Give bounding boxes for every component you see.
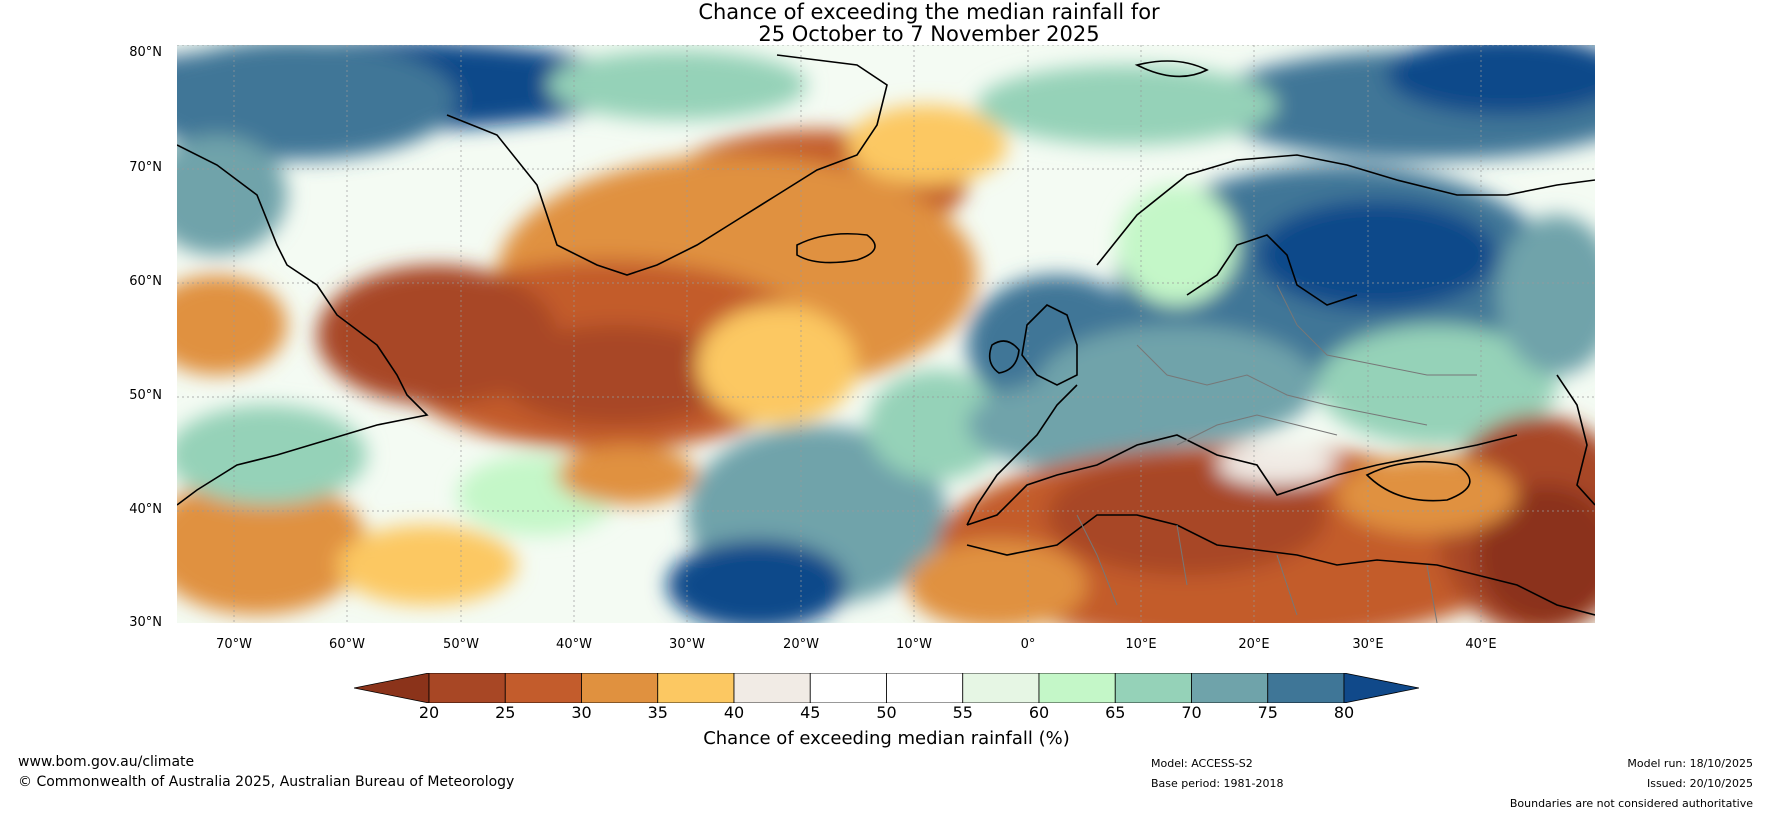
lon-label-50w: 50°W: [443, 637, 479, 652]
colorbar-tick-20: 20: [418, 703, 440, 722]
colorbar-extend-low: [354, 673, 430, 703]
baltic-coast: [1186, 234, 1358, 306]
colorbar-tick-55: 55: [952, 703, 973, 722]
iceland-coast: [796, 232, 876, 264]
footer-base-period: Base period: 1981-2018: [1151, 777, 1284, 790]
lat-label-40n: 40°N: [129, 502, 162, 517]
ireland-coast: [988, 340, 1020, 374]
colorbar-tick-45: 45: [800, 703, 821, 722]
canada-coast: [177, 144, 429, 506]
lat-label-70n: 70°N: [129, 160, 162, 175]
colorbar-segment-25-30: [504, 673, 582, 703]
africa-north-coast: [966, 514, 1595, 616]
lat-label-80n: 80°N: [129, 45, 162, 60]
lon-label-10w: 10°W: [896, 637, 932, 652]
colorbar-tick-50: 50: [876, 703, 897, 722]
lon-label-60w: 60°W: [329, 637, 365, 652]
chart-title-line2: 25 October to 7 November 2025: [758, 22, 1100, 46]
footer-model-run: Model run: 18/10/2025: [1627, 757, 1753, 770]
colorbar-segment-75-80: [1267, 673, 1345, 703]
lat-label-30n: 30°N: [129, 615, 162, 630]
lon-label-20e: 20°E: [1238, 637, 1270, 652]
lon-label-30e: 30°E: [1352, 637, 1384, 652]
colorbar-tick-75: 75: [1257, 703, 1278, 722]
lon-label-0: 0°: [1020, 637, 1036, 652]
colorbar-tick-60: 60: [1028, 703, 1050, 722]
colorbar-segment-70-75: [1191, 673, 1269, 703]
footer-disclaimer: Boundaries are not considered authoritat…: [1509, 797, 1753, 810]
footer-website: www.bom.gov.au/climate: [18, 754, 195, 770]
colorbar-tick-40: 40: [723, 703, 745, 722]
colorbar-segment-40-45: [733, 673, 811, 703]
colorbar-segment-45-50: [809, 673, 887, 703]
colorbar-tick-30: 30: [571, 703, 592, 722]
europe-west-coast: [966, 384, 1078, 526]
footer-copyright: © Commonwealth of Australia 2025, Austra…: [18, 774, 515, 790]
colorbar-tick-65: 65: [1105, 703, 1126, 722]
lat-label-50n: 50°N: [129, 388, 162, 403]
colorbar-segment-55-60: [962, 673, 1040, 703]
chart-title-line1: Chance of exceeding the median rainfall …: [698, 0, 1160, 24]
lon-label-40w: 40°W: [556, 637, 592, 652]
colorbar-label: Chance of exceeding median rainfall (%): [703, 728, 1070, 749]
colorbar-segment-30-35: [581, 673, 659, 703]
colorbar-segment-50-55: [886, 673, 964, 703]
graticule: [177, 45, 1595, 623]
uk-coast: [1021, 304, 1078, 386]
rainfall-map: [177, 45, 1595, 623]
colorbar-tick-80: 80: [1333, 703, 1355, 722]
colorbar-segment-60-65: [1038, 673, 1116, 703]
lon-label-10e: 10°E: [1125, 637, 1157, 652]
black-sea-coast: [1365, 460, 1471, 502]
med-north-coast: [966, 434, 1518, 526]
lon-label-40e: 40°E: [1465, 637, 1497, 652]
rainfall-field: [177, 45, 1595, 623]
colorbar-segment-65-70: [1114, 673, 1192, 703]
colorbar-segment-20-25: [428, 673, 506, 703]
lon-label-20w: 20°W: [783, 637, 819, 652]
caspian-coast: [1556, 374, 1595, 506]
footer-model: Model: ACCESS-S2: [1151, 757, 1253, 770]
colorbar: [354, 673, 1419, 703]
greenland-coast: [446, 54, 888, 276]
colorbar-tick-35: 35: [647, 703, 668, 722]
lon-label-70w: 70°W: [216, 637, 252, 652]
colorbar-tick-25: 25: [495, 703, 516, 722]
lon-label-30w: 30°W: [669, 637, 705, 652]
lat-label-60n: 60°N: [129, 274, 162, 289]
coastlines: [177, 54, 1595, 616]
scandinavia-coast: [1096, 154, 1595, 266]
colorbar-tick-70: 70: [1181, 703, 1202, 722]
colorbar-segment-35-40: [657, 673, 735, 703]
footer-issued: Issued: 20/10/2025: [1646, 777, 1753, 790]
colorbar-extend-high: [1343, 673, 1419, 703]
country-borders: [1076, 284, 1477, 623]
svalbard-coast: [1134, 60, 1209, 78]
